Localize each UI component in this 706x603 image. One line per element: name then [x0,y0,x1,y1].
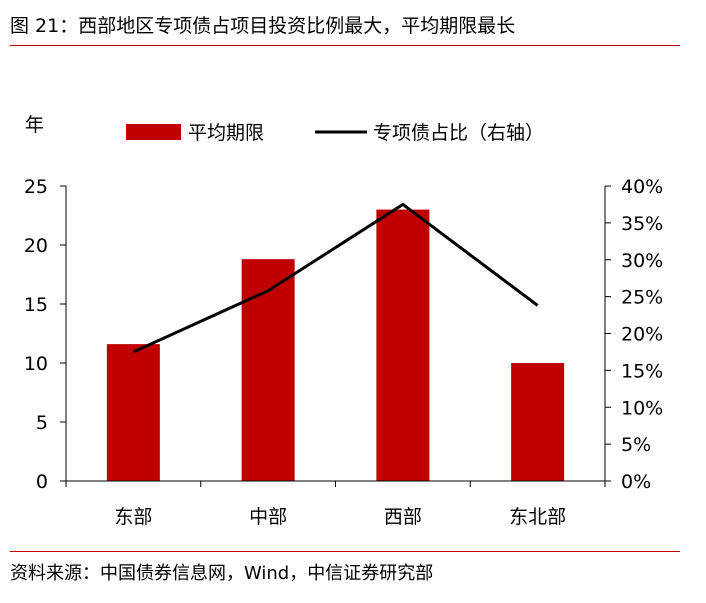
y-left-unit-label: 年 [25,114,44,136]
x-category-label: 中部 [249,506,287,528]
bar-series [106,209,565,481]
x-category-label: 西部 [384,506,422,528]
y-right-tick-label: 10% [621,397,663,419]
x-category-label: 东北部 [509,506,566,528]
legend-swatch-bar [126,124,181,140]
y-right-tick-label: 0% [621,471,651,493]
y-left-tick-label: 10 [24,353,48,375]
legend-label-bar: 平均期限 [188,122,264,144]
bar [106,344,160,481]
title-divider [10,45,680,46]
y-right-axis: 0% 5% 10% 15% 20% 25% 30% 35% 40% [604,176,663,493]
bar [511,363,565,481]
legend: 平均期限 专项债占比（右轴） [126,122,544,144]
source-divider [10,551,680,552]
y-left-tick-label: 25 [24,176,48,198]
y-left-tick-label: 15 [24,294,48,316]
y-left-tick-label: 20 [24,235,48,257]
figure-title: 图 21：西部地区专项债占项目投资比例最大，平均期限最长 [10,15,516,37]
x-axis: 东部 中部 西部 东北部 [65,480,606,528]
y-right-tick-label: 30% [621,250,663,272]
y-left-tick-label: 0 [36,471,48,493]
x-category-label: 东部 [114,506,152,528]
line-series [132,202,539,354]
y-right-tick-label: 40% [621,176,663,198]
y-right-tick-label: 20% [621,324,663,346]
series-line [132,202,539,354]
y-left-axis: 0 5 10 15 20 25 [24,176,67,493]
bar [241,259,295,481]
y-right-tick-label: 35% [621,213,663,235]
y-right-tick-label: 5% [621,434,651,456]
legend-label-line: 专项债占比（右轴） [373,122,544,144]
y-left-tick-label: 5 [36,412,48,434]
bar [376,209,430,481]
figure-source: 资料来源：中国债券信息网，Wind，中信证券研究部 [10,563,434,584]
y-right-tick-label: 25% [621,287,663,309]
y-right-tick-label: 15% [621,360,663,382]
